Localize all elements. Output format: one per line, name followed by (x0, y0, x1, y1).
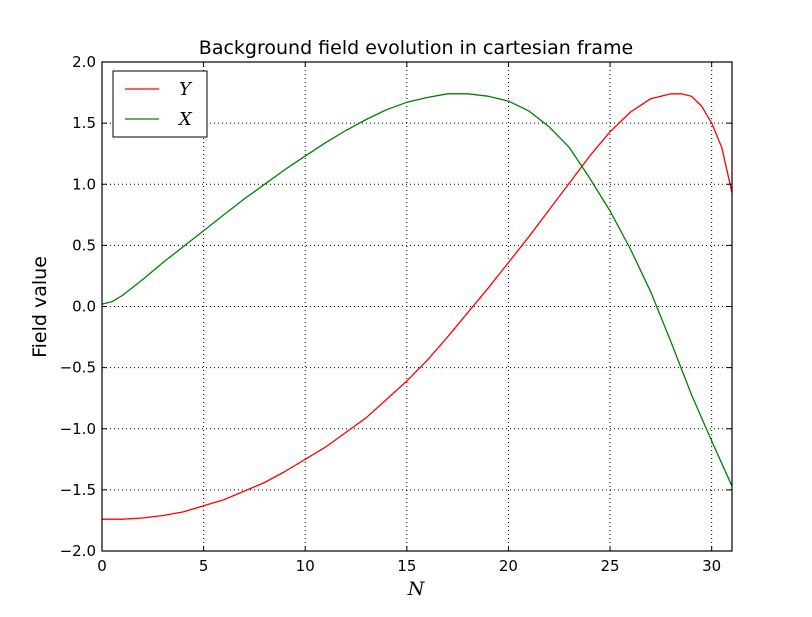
y-tick-label: 1.0 (72, 175, 96, 193)
legend-label-y: Y (179, 79, 193, 100)
x-tick-label: 15 (397, 557, 416, 575)
ticks-layer: 0 5 10 15 20 25 30 −2.0 −1.5 −1.0 −0.5 0.0 0.5 1.0 1.5… (60, 53, 732, 575)
x-tick-label: 0 (97, 557, 107, 575)
legend: YX (112, 70, 208, 138)
y-tick-label: 2.0 (72, 53, 96, 71)
y-tick-label: 0.5 (72, 236, 96, 254)
series-line-x (101, 93, 733, 487)
chart-title: Background field evolution in cartesian … (199, 37, 633, 59)
x-axis-title: N (407, 578, 426, 600)
y-axis-title: Field value (29, 256, 51, 358)
series-layer (101, 93, 733, 520)
x-tick-label: 20 (499, 557, 518, 575)
y-tick-label: −2.0 (60, 542, 96, 560)
y-tick-label: 1.5 (72, 114, 96, 132)
y-tick-label: 0.0 (72, 298, 96, 316)
x-tick-label: 5 (199, 557, 209, 575)
grid-layer (101, 61, 732, 552)
x-tick-label: 10 (296, 557, 315, 575)
legend-label-x: X (177, 109, 193, 130)
x-tick-label: 30 (702, 557, 721, 575)
y-tick-label: −0.5 (60, 359, 96, 377)
y-tick-label: −1.0 (60, 420, 96, 438)
series-line-y (102, 93, 733, 520)
y-tick-label: −1.5 (60, 481, 96, 499)
legend-box (112, 70, 208, 138)
x-tick-label: 25 (601, 557, 620, 575)
